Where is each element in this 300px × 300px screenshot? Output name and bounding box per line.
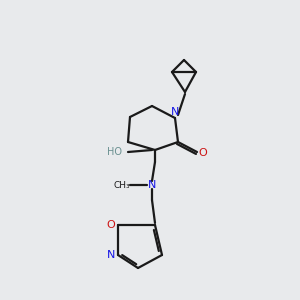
Text: N: N <box>148 180 156 190</box>
Text: O: O <box>106 220 116 230</box>
Text: N: N <box>107 250 115 260</box>
Text: HO: HO <box>106 147 122 157</box>
Text: O: O <box>199 148 207 158</box>
Text: CH₃: CH₃ <box>114 181 130 190</box>
Text: N: N <box>171 107 179 117</box>
